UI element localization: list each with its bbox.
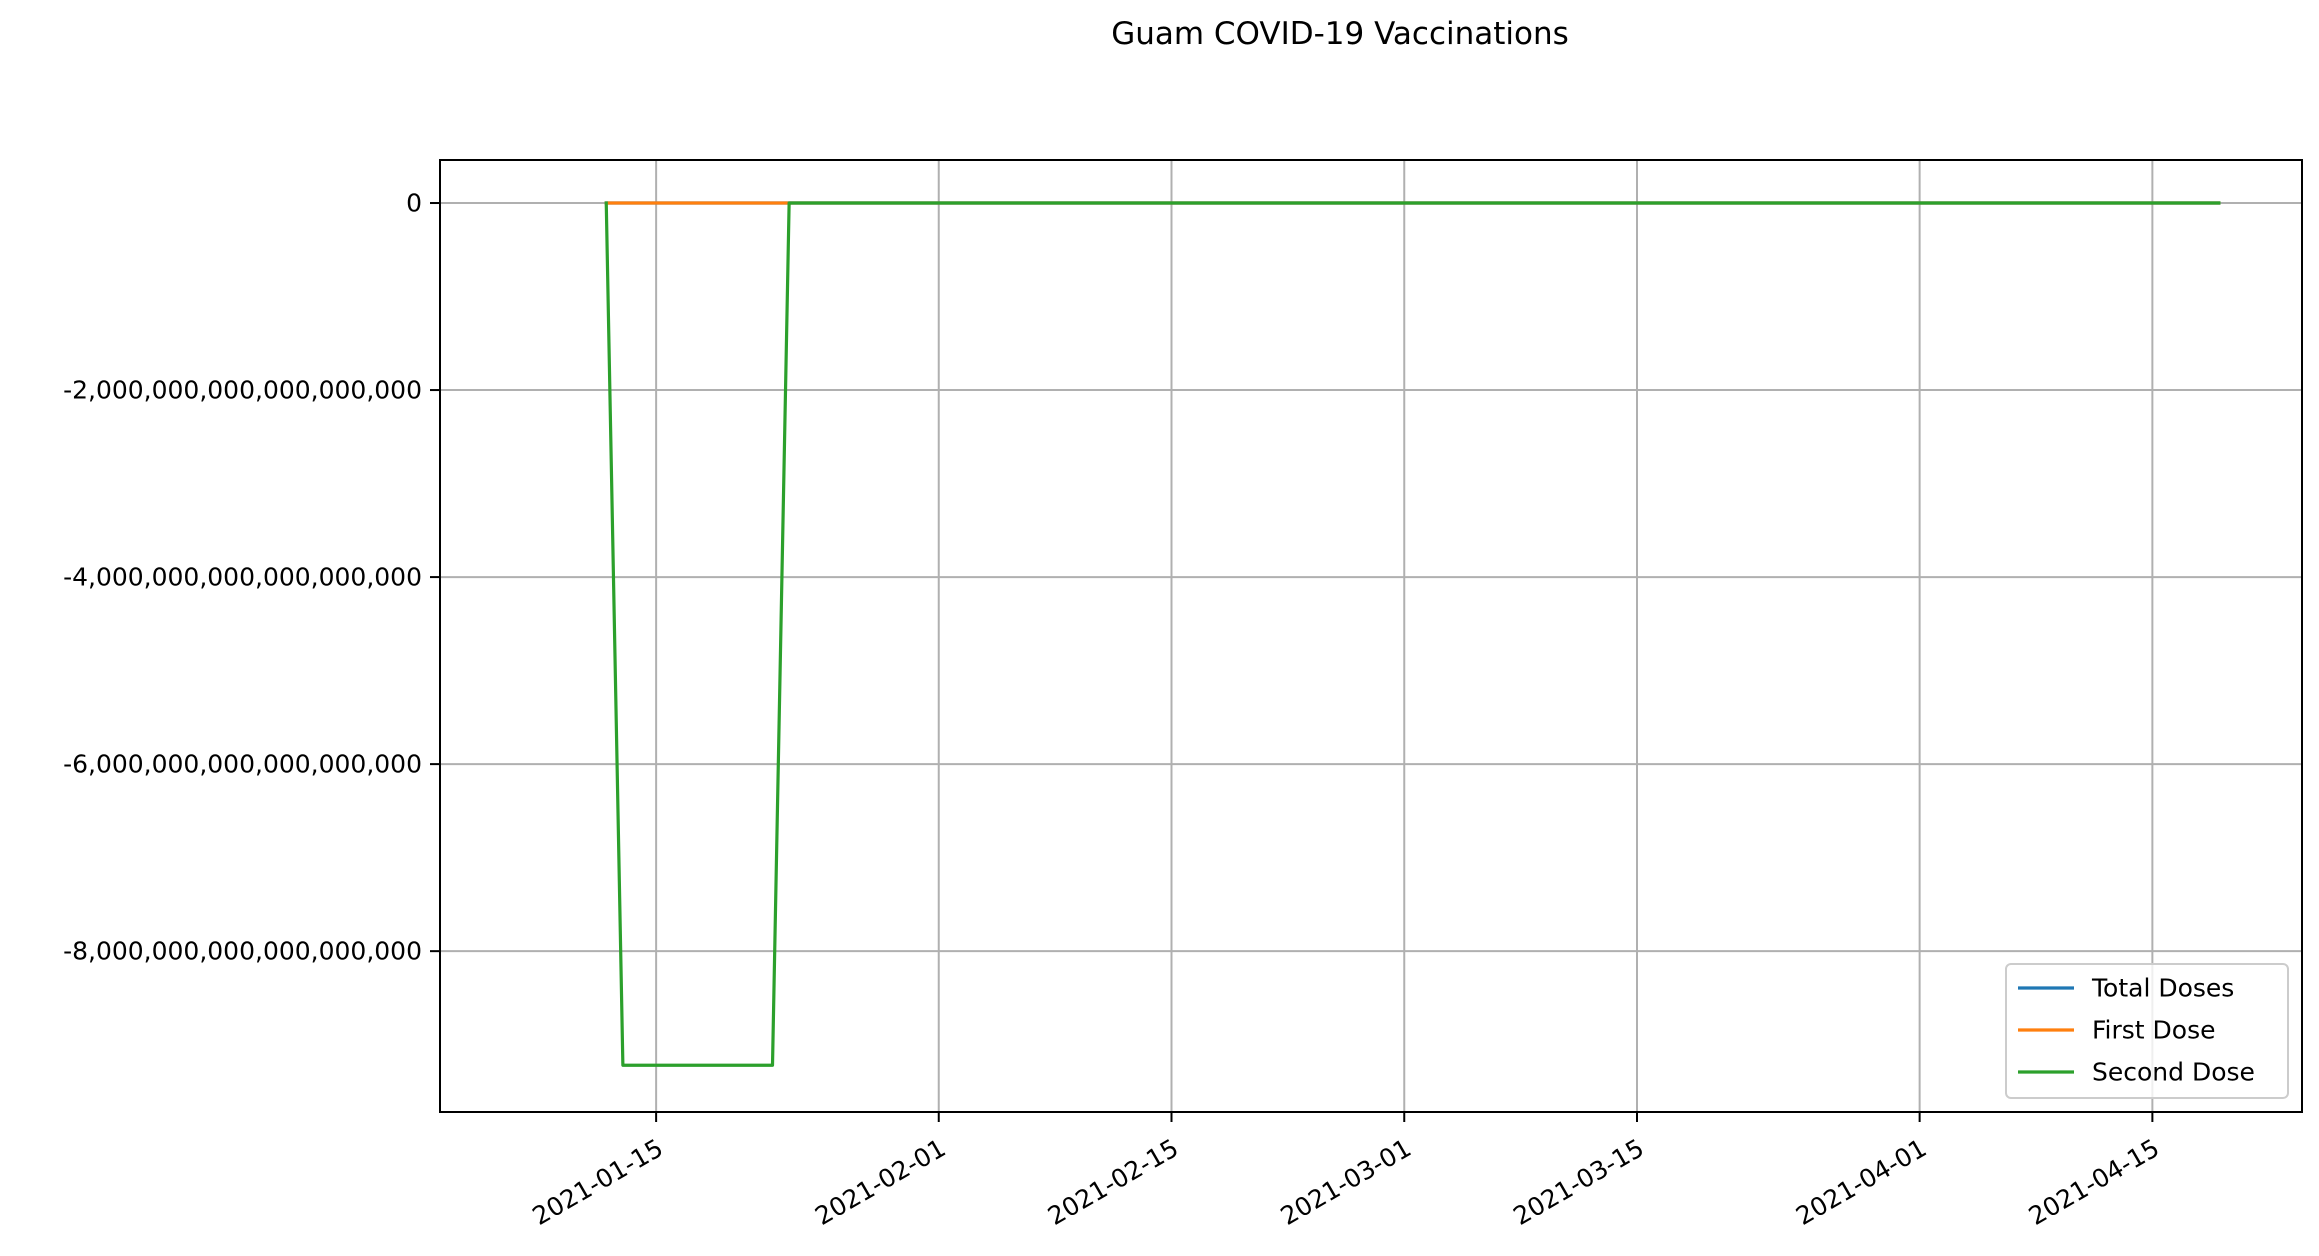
chart-title: Guam COVID-19 Vaccinations <box>1111 16 1569 52</box>
x-axis: 2021-01-15 2021-02-01 2021-02-15 2021-03-01… <box>528 1112 2164 1231</box>
y-axis: 0 -2,000,000,000,000,000,000 -4,000,000,00… <box>63 189 440 966</box>
legend: Total Doses First Dose Second Dose <box>2005 963 2289 1099</box>
x-tick-label: 2021-02-15 <box>1043 1133 1183 1231</box>
legend-label: First Dose <box>2092 1016 2216 1045</box>
y-tick-label: 0 <box>406 189 422 218</box>
x-tick-label: 2021-01-15 <box>528 1133 668 1231</box>
y-tick-label: -4,000,000,000,000,000,000 <box>63 563 422 592</box>
x-tick-label: 2021-03-15 <box>1508 1133 1648 1231</box>
x-tick-label: 2021-04-01 <box>1791 1133 1931 1231</box>
legend-box <box>2005 963 2289 1099</box>
grid-lines <box>440 160 2302 1112</box>
x-tick-label: 2021-04-15 <box>2024 1133 2164 1231</box>
x-tick-label: 2021-02-01 <box>810 1133 950 1231</box>
y-tick-label: -6,000,000,000,000,000,000 <box>63 750 422 779</box>
y-tick-label: -8,000,000,000,000,000,000 <box>63 937 422 966</box>
y-tick-label: -2,000,000,000,000,000,000 <box>63 376 422 405</box>
plot-area-frame <box>439 159 2303 1113</box>
x-tick-label: 2021-03-01 <box>1276 1133 1416 1231</box>
legend-label: Second Dose <box>2092 1058 2255 1087</box>
series-lines <box>604 201 2221 1067</box>
series-line-second-dose <box>604 201 2221 1067</box>
legend-label: Total Doses <box>2091 974 2234 1003</box>
